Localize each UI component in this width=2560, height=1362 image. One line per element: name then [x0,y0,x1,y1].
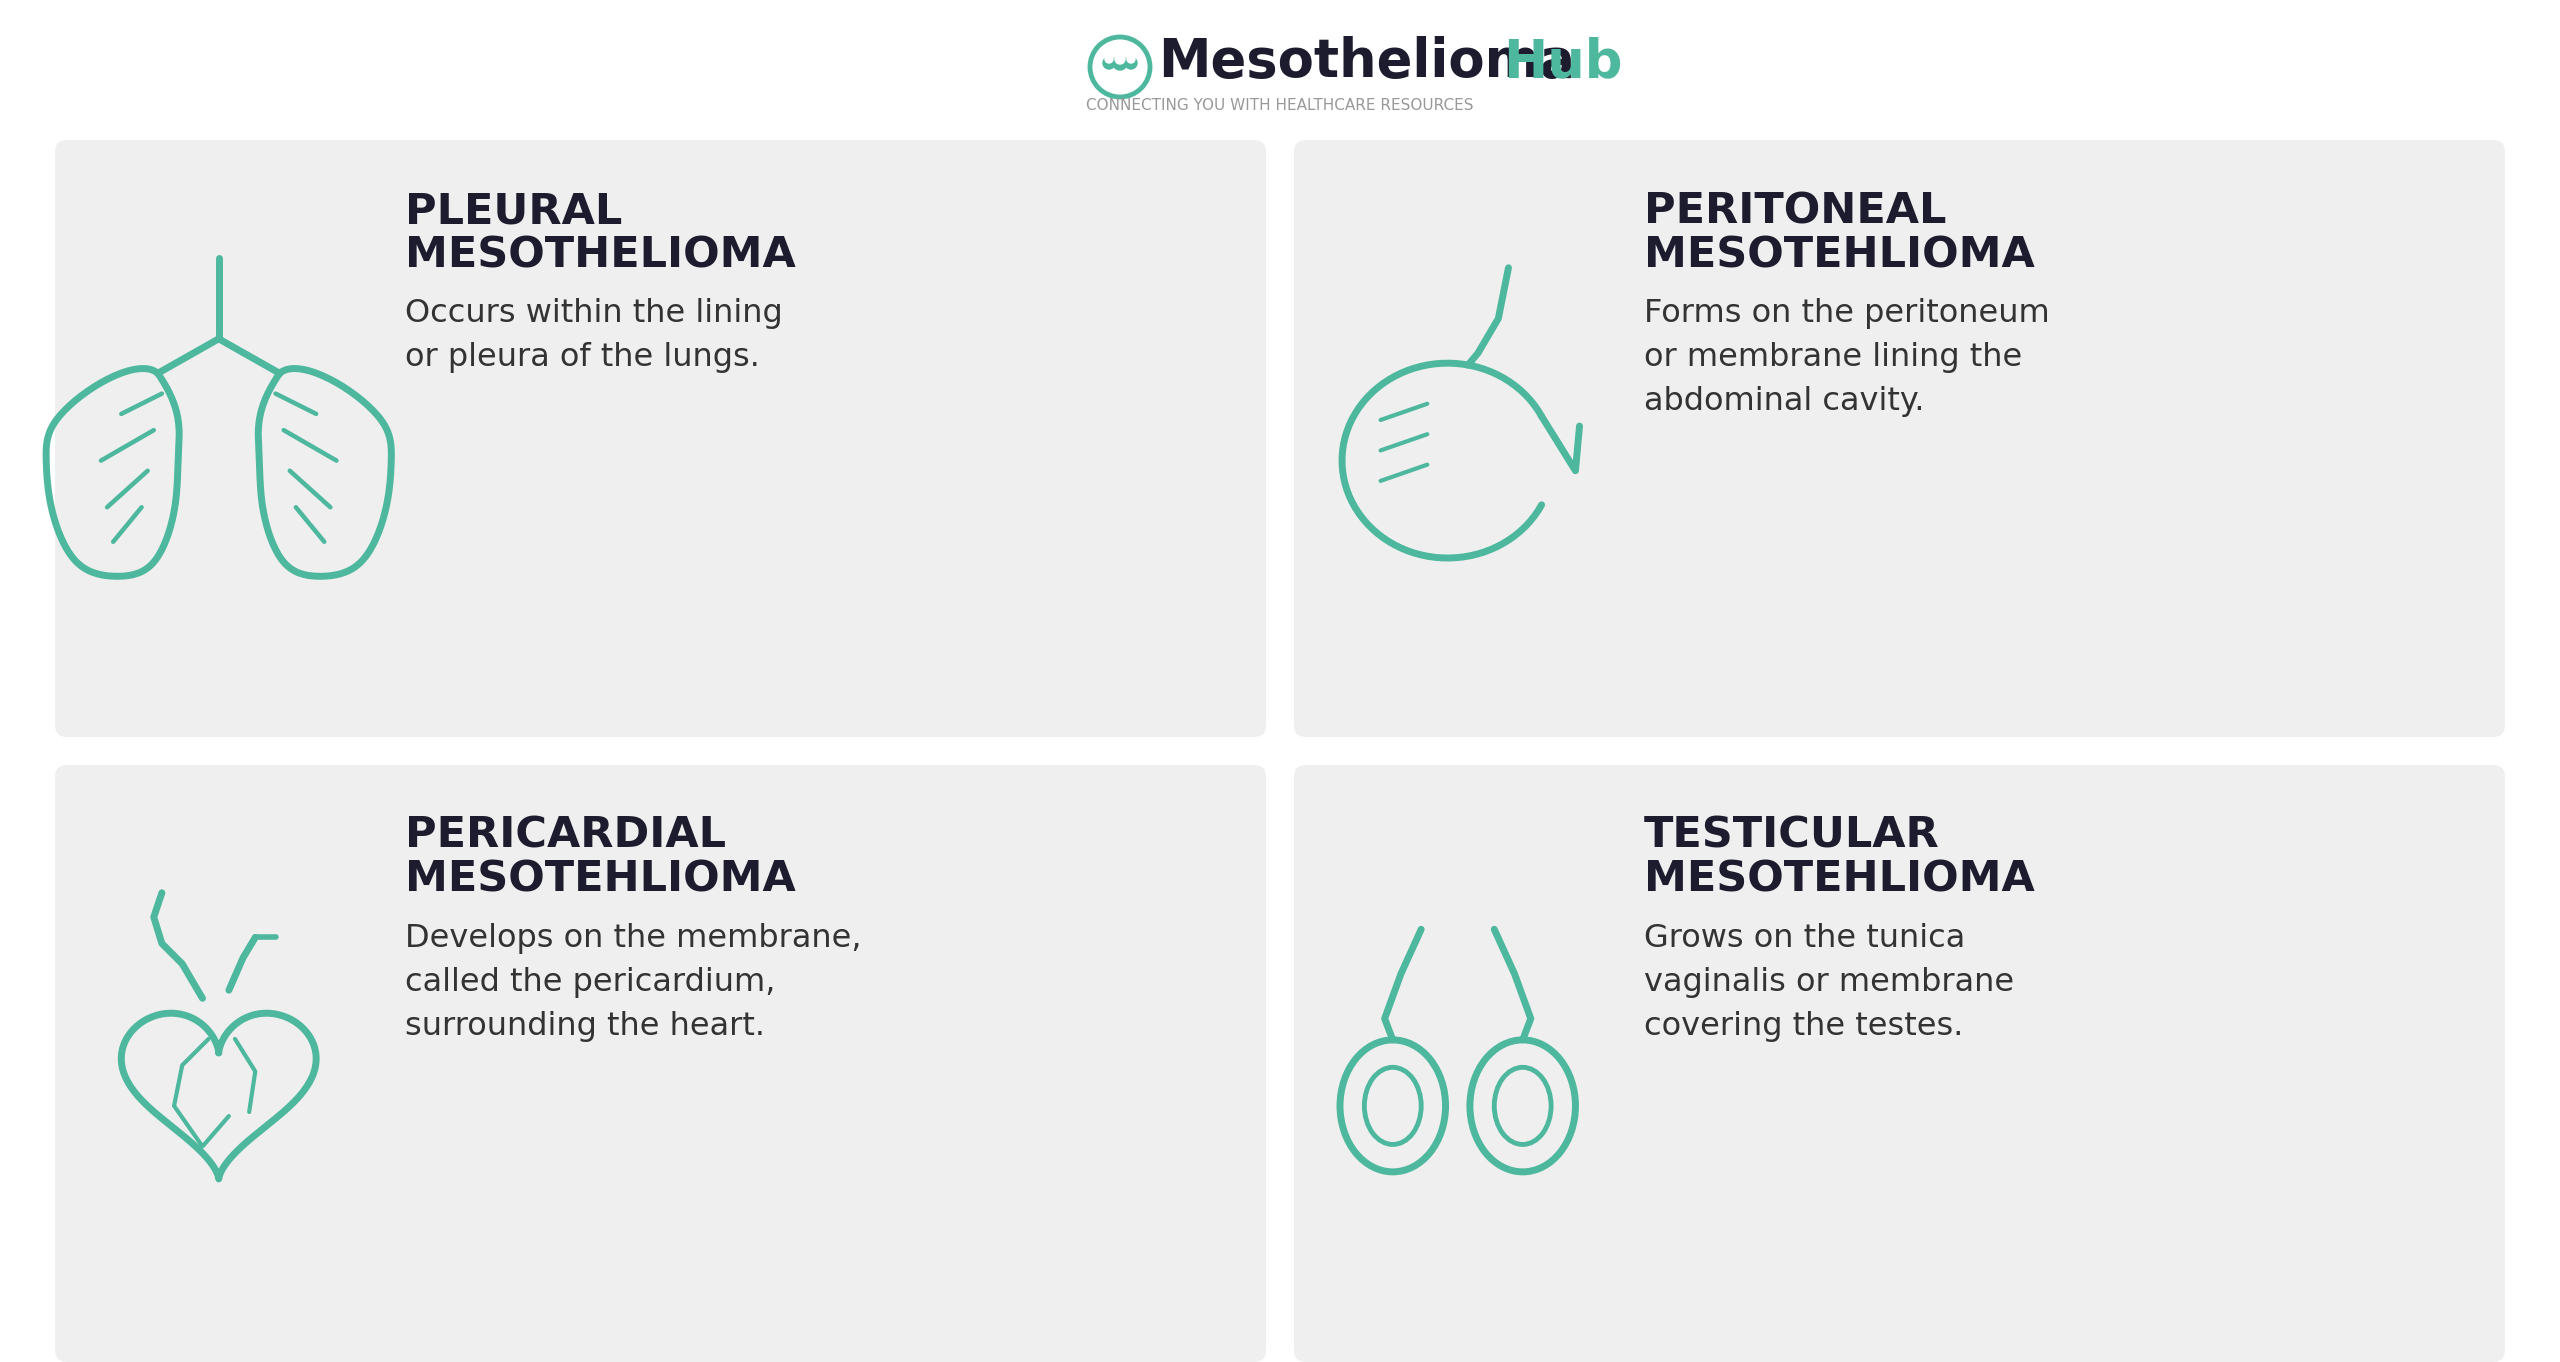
Text: PERICARDIAL: PERICARDIAL [404,814,727,857]
Text: MESOTEHLIOMA: MESOTEHLIOMA [404,859,796,902]
Circle shape [1106,54,1114,63]
Text: TESTICULAR: TESTICULAR [1644,814,1940,857]
Text: PLEURAL: PLEURAL [404,191,622,232]
Text: MESOTEHLIOMA: MESOTEHLIOMA [1644,234,2035,276]
FancyBboxPatch shape [54,765,1267,1362]
Text: MESOTEHLIOMA: MESOTEHLIOMA [1644,859,2035,902]
Circle shape [1116,54,1124,64]
Text: Forms on the peritoneum
or membrane lining the
abdominal cavity.: Forms on the peritoneum or membrane lini… [1644,298,2051,417]
Text: Mesothelioma: Mesothelioma [1157,35,1574,89]
Text: Develops on the membrane,
called the pericardium,
surrounding the heart.: Develops on the membrane, called the per… [404,923,860,1042]
FancyBboxPatch shape [1293,765,2506,1362]
Text: MESOTHELIOMA: MESOTHELIOMA [404,234,796,276]
Text: Grows on the tunica
vaginalis or membrane
covering the testes.: Grows on the tunica vaginalis or membran… [1644,923,2015,1042]
Circle shape [1126,54,1134,63]
Circle shape [1124,57,1137,69]
Circle shape [1114,56,1126,69]
Text: PERITONEAL: PERITONEAL [1644,191,1946,232]
Text: Occurs within the lining
or pleura of the lungs.: Occurs within the lining or pleura of th… [404,298,783,373]
Circle shape [1103,57,1116,69]
FancyBboxPatch shape [1293,140,2506,737]
Text: CONNECTING YOU WITH HEALTHCARE RESOURCES: CONNECTING YOU WITH HEALTHCARE RESOURCES [1085,98,1475,113]
Text: Hub: Hub [1503,35,1623,89]
FancyBboxPatch shape [54,140,1267,737]
